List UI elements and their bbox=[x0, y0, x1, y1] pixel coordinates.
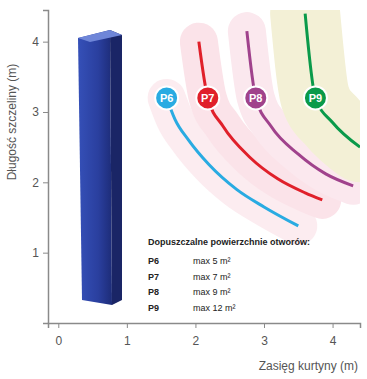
tick-mark bbox=[127, 323, 128, 328]
tick-mark bbox=[58, 323, 59, 328]
tick: 4 bbox=[330, 323, 337, 348]
tick: 1 bbox=[32, 246, 48, 260]
series-label: P8 bbox=[244, 86, 267, 109]
curve bbox=[305, 14, 360, 148]
plot-area bbox=[167, 14, 360, 226]
x-axis-title: Zasięg kurtyny (m) bbox=[259, 359, 358, 373]
annotation-value: max 7 m² bbox=[193, 272, 231, 282]
tick-mark bbox=[43, 112, 48, 113]
series-badge bbox=[155, 86, 178, 109]
band bbox=[305, 14, 360, 148]
x-axis: 0 1 2 3 4 bbox=[49, 323, 361, 348]
series-name: P7 bbox=[201, 92, 214, 104]
y-axis-title: Długość szczeliny (m) bbox=[5, 64, 19, 181]
annotation-value: max 12 m² bbox=[193, 303, 236, 313]
tick-mark bbox=[333, 323, 334, 328]
tick-mark bbox=[43, 182, 48, 183]
series-badge bbox=[244, 86, 267, 109]
curtain-image bbox=[78, 30, 122, 305]
tick: 2 bbox=[193, 323, 200, 348]
curve bbox=[247, 31, 353, 186]
series-name: P6 bbox=[160, 92, 173, 104]
tick-label: 3 bbox=[261, 334, 268, 348]
y-axis: 1 2 3 4 bbox=[32, 11, 48, 324]
tick-mark bbox=[43, 253, 48, 254]
tick-mark bbox=[264, 323, 265, 328]
y-axis-line bbox=[43, 11, 49, 324]
annotation: Dopuszczalne powierzchnie otworów: P6 max … bbox=[148, 237, 310, 313]
tick-label: 4 bbox=[330, 334, 337, 348]
tick: 4 bbox=[32, 35, 48, 49]
series-name: P9 bbox=[309, 92, 322, 104]
series-label: P6 bbox=[155, 86, 178, 109]
annotation-key: P8 bbox=[148, 287, 159, 297]
annotation-value: max 5 m² bbox=[193, 256, 231, 266]
tick-label: 0 bbox=[55, 334, 62, 348]
tick-label: 1 bbox=[124, 334, 131, 348]
tick-label: 4 bbox=[32, 35, 39, 49]
tick-label: 2 bbox=[32, 176, 39, 190]
series-name: P8 bbox=[249, 92, 262, 104]
x-axis-line bbox=[49, 324, 361, 329]
tick-label: 3 bbox=[32, 105, 39, 119]
tick: 3 bbox=[261, 323, 268, 348]
tick: 2 bbox=[32, 176, 48, 190]
curve bbox=[167, 98, 299, 226]
annotation-title: Dopuszczalne powierzchnie otworów: bbox=[148, 237, 310, 247]
annotation-value: max 9 m² bbox=[193, 287, 231, 297]
tick: 1 bbox=[124, 323, 131, 348]
tick: 0 bbox=[55, 323, 62, 348]
series-badge bbox=[196, 86, 219, 109]
annotation-key: P7 bbox=[148, 272, 159, 282]
curtain-front bbox=[78, 30, 112, 305]
curtain-top bbox=[78, 30, 122, 42]
annotation-key: P6 bbox=[148, 256, 159, 266]
series-badge bbox=[304, 86, 327, 109]
annotation-key: P9 bbox=[148, 303, 159, 313]
curve bbox=[199, 42, 322, 200]
tick-label: 1 bbox=[32, 246, 39, 260]
tick-mark bbox=[43, 42, 48, 43]
series-label: P7 bbox=[196, 86, 219, 109]
tick: 3 bbox=[32, 105, 48, 119]
tick-label: 2 bbox=[193, 334, 200, 348]
chart: 0 1 2 3 4 1 2 3 4 Zasięg kurtyny (m) Długość szcze… bbox=[0, 0, 367, 379]
tick-mark bbox=[195, 323, 196, 328]
curtain-side bbox=[110, 30, 122, 305]
series-label: P9 bbox=[304, 86, 327, 109]
